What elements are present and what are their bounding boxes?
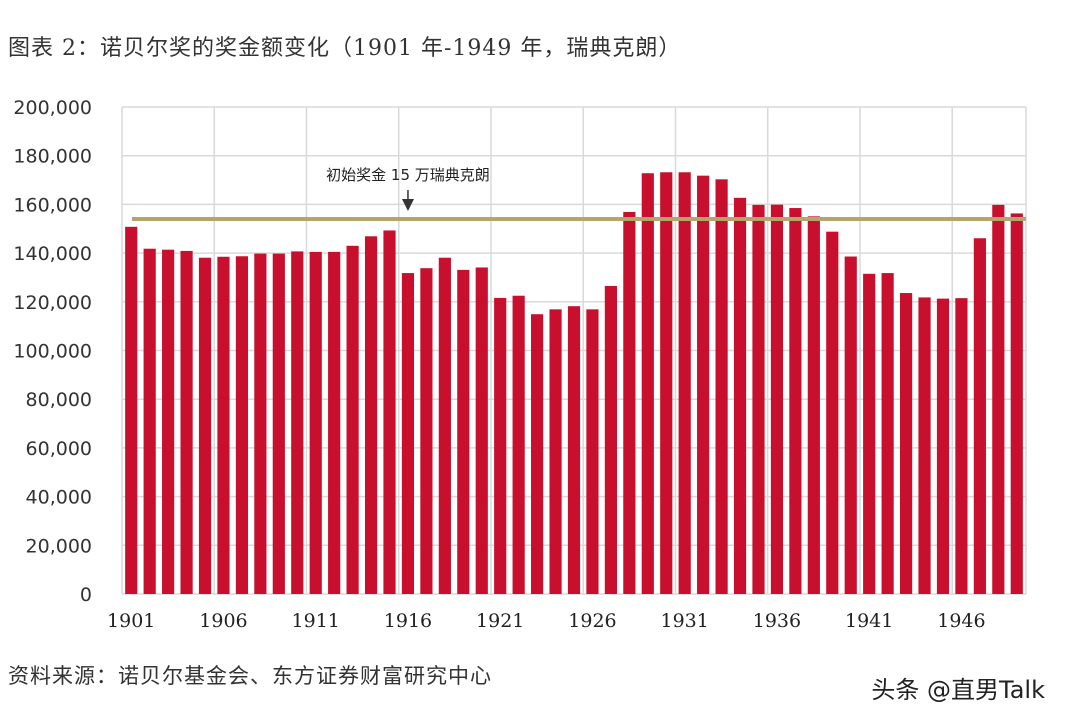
bar [899,293,913,594]
bar [162,249,175,595]
bar [143,248,156,595]
x-tick-label: 1906 [199,610,247,632]
bar [383,230,396,594]
x-tick-label: 1911 [292,610,340,632]
bar [254,253,267,594]
y-tick-label: 0 [80,584,92,606]
y-tick-label: 20,000 [26,535,92,557]
bar [623,211,636,595]
bar [973,238,986,594]
bar [918,297,931,594]
reference-line-group: 初始奖金 15 万瑞典克朗 [132,166,1026,222]
bar [955,298,968,594]
bar [567,306,581,594]
bar [364,236,378,594]
bar [807,216,820,595]
y-axis-tick-labels: 0 20,000 40,000 60,000 80,000 100,000 120,000 1… [13,97,92,606]
bar [235,256,249,594]
x-axis-tick-labels: 1901 1906 1911 1916 1921 1926 1931 1936 1941 1946 [107,610,986,632]
annotation-arrow-head [401,199,414,212]
x-tick-label: 1936 [753,610,801,632]
bar [291,251,304,594]
bar [420,268,433,594]
bar [346,245,359,595]
x-tick-label: 1931 [661,610,709,632]
chart-title: 图表 2：诺贝尔奖的奖金额变化（1901 年-1949 年，瑞典克朗） [8,36,682,61]
bar [457,269,470,594]
bar [272,253,285,594]
bar [125,226,138,594]
bar [697,175,710,595]
bar [881,273,894,594]
reference-line-label: 初始奖金 15 万瑞典克朗 [326,166,490,184]
y-tick-label: 160,000 [13,194,92,216]
bar [660,172,673,594]
bar [586,309,599,594]
bar [789,208,802,595]
y-tick-label: 80,000 [26,389,92,411]
bar [826,231,839,594]
bar [531,314,544,594]
y-tick-label: 120,000 [13,292,92,314]
x-tick-label: 1901 [107,610,155,632]
bar [733,197,747,594]
bar [992,204,1005,594]
source-note: 资料来源：诺贝尔基金会、东方证券财富研究中心 [8,664,492,688]
y-tick-label: 180,000 [13,146,92,168]
bar [328,251,341,594]
y-tick-label: 60,000 [26,438,92,460]
bar [401,273,415,594]
y-tick-label: 200,000 [13,97,92,119]
bar [863,273,876,594]
bar [715,179,728,594]
bar [844,256,857,594]
x-tick-label: 1946 [937,610,985,632]
bar [309,251,322,594]
bar [1010,213,1023,595]
grid-lines [121,106,1027,595]
bar [752,204,765,594]
bar [678,172,691,594]
bar [217,256,230,594]
bar [180,250,193,594]
x-tick-label: 1921 [476,610,524,632]
watermark: 头条 @直男Talk [871,676,1045,704]
bar [198,257,212,594]
bar [770,204,784,594]
bar [641,173,654,594]
y-tick-label: 140,000 [13,243,92,265]
bars [125,172,1023,595]
bar [494,297,507,594]
x-tick-label: 1941 [845,610,893,632]
bar [936,298,950,594]
bar [604,285,617,594]
bar [475,267,488,594]
x-tick-label: 1926 [568,610,616,632]
x-tick-label: 1916 [384,610,432,632]
bar [512,295,525,594]
y-tick-label: 100,000 [13,341,92,363]
y-tick-label: 40,000 [26,487,92,509]
bar [549,309,562,594]
bar [438,257,451,594]
